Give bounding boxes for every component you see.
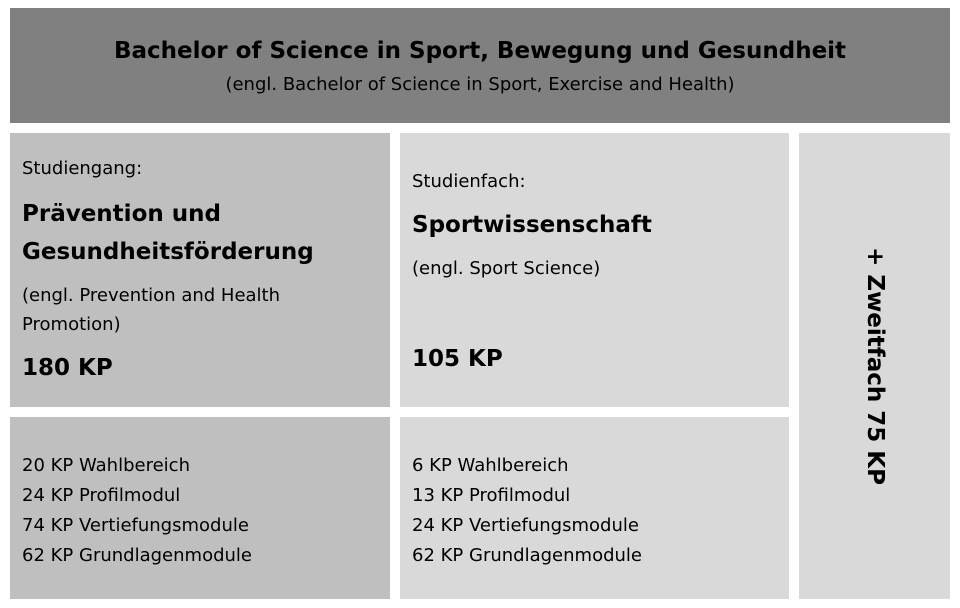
- studienfach-credits: 105 KP: [412, 346, 503, 372]
- module-item: 6 KP Wahlbereich: [412, 455, 569, 476]
- studienfach-name: Sportwissenschaft: [412, 212, 652, 238]
- studienfach-box: Studienfach: Sportwissenschaft (engl. Sp…: [400, 133, 789, 407]
- studiengang-name-line1: Prävention und: [22, 201, 221, 227]
- studiengang-english-line2: Promotion): [22, 314, 121, 335]
- module-item: 62 KP Grundlagenmodule: [412, 545, 642, 566]
- degree-title: Bachelor of Science in Sport, Bewegung u…: [113, 38, 847, 64]
- studiengang-label: Studiengang:: [22, 158, 143, 179]
- studiengang-modules-box: 20 KP Wahlbereich 24 KP Profilmodul 74 K…: [10, 417, 390, 599]
- zweitfach-box: + Zweitfach 75 KP: [799, 133, 950, 599]
- studiengang-name-line2: Gesundheitsförderung: [22, 239, 314, 265]
- studiengang-box: Studiengang: Prävention und Gesundheitsf…: [10, 133, 390, 407]
- degree-header: Bachelor of Science in Sport, Bewegung u…: [10, 8, 950, 123]
- module-item: 62 KP Grundlagenmodule: [22, 545, 252, 566]
- module-item: 74 KP Vertiefungsmodule: [22, 515, 249, 536]
- zweitfach-text: + Zweitfach 75 KP: [861, 247, 888, 485]
- studienfach-module-list: 6 KP Wahlbereich 13 KP Profilmodul 24 KP…: [412, 451, 642, 571]
- studienfach-label: Studienfach:: [412, 171, 526, 192]
- studiengang-module-list: 20 KP Wahlbereich 24 KP Profilmodul 74 K…: [22, 451, 252, 571]
- module-item: 24 KP Profilmodul: [22, 485, 181, 506]
- module-item: 24 KP Vertiefungsmodule: [412, 515, 639, 536]
- module-item: 13 KP Profilmodul: [412, 485, 571, 506]
- degree-subtitle: (engl. Bachelor of Science in Sport, Exe…: [225, 74, 735, 95]
- studienfach-english: (engl. Sport Science): [412, 258, 601, 279]
- studiengang-credits: 180 KP: [22, 355, 113, 381]
- studiengang-english-line1: (engl. Prevention and Health: [22, 285, 281, 306]
- module-item: 20 KP Wahlbereich: [22, 455, 190, 476]
- studienfach-modules-box: 6 KP Wahlbereich 13 KP Profilmodul 24 KP…: [400, 417, 789, 599]
